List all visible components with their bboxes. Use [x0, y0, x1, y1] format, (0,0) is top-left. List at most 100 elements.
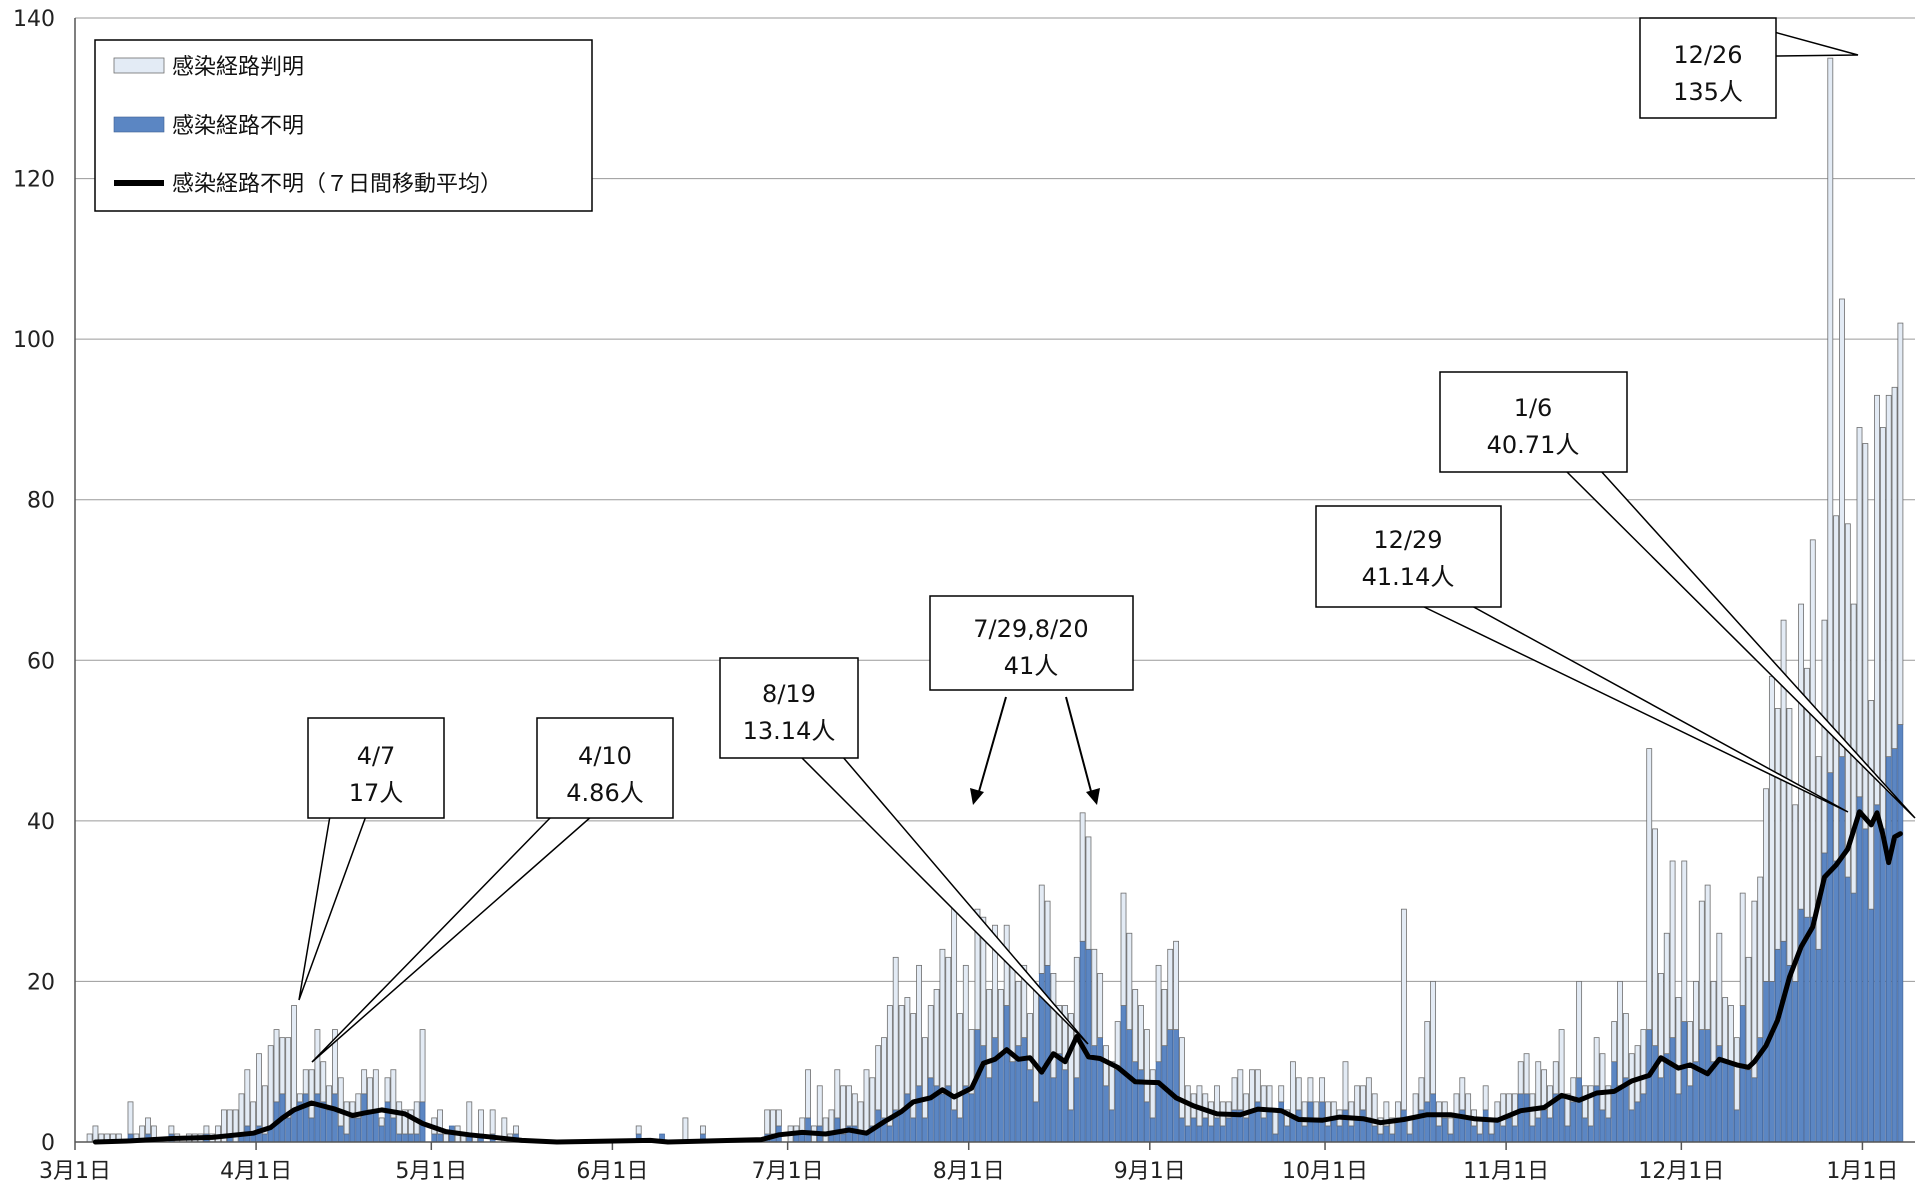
bar-known: [1132, 989, 1139, 1063]
bar-unknown: [1173, 1029, 1179, 1143]
bar-known: [390, 1069, 397, 1119]
bar-known: [291, 1005, 297, 1111]
callout-line2: 17人: [349, 779, 404, 807]
bar-known: [1289, 1061, 1296, 1119]
bar-known: [968, 1029, 975, 1095]
bar-unknown: [1325, 1125, 1331, 1143]
bar-known: [343, 1101, 350, 1135]
bar-known: [1073, 956, 1080, 1079]
bar-unknown: [1243, 1117, 1249, 1143]
bar-known: [881, 1037, 887, 1119]
legend-label-moving-average: 感染経路不明（７日間移動平均）: [172, 172, 502, 197]
bar-known: [1728, 1005, 1734, 1063]
bar-unknown: [1447, 1133, 1454, 1143]
bar-unknown: [326, 1109, 332, 1143]
bar-unknown: [1681, 1021, 1688, 1143]
bar-unknown: [1669, 1037, 1676, 1143]
bar-known: [1377, 1117, 1384, 1135]
bar-known: [1173, 940, 1179, 1030]
bar-known: [1879, 427, 1886, 830]
bar-unknown: [1009, 1061, 1016, 1143]
bar-known: [1342, 1061, 1349, 1111]
bar-known: [857, 1101, 864, 1135]
bar-unknown: [378, 1125, 385, 1143]
bar-known: [1640, 1029, 1647, 1095]
bar-known: [992, 924, 998, 1039]
bar-unknown: [1827, 772, 1834, 1143]
bar-unknown: [1085, 949, 1092, 1143]
bar-unknown: [857, 1133, 864, 1143]
bar-unknown: [1599, 1109, 1606, 1143]
bar-unknown: [1693, 1061, 1699, 1143]
callout-box: [536, 717, 674, 819]
bar-unknown: [1517, 1093, 1524, 1143]
bar-unknown: [1167, 1029, 1174, 1143]
bar-known: [372, 1069, 379, 1111]
bar-unknown: [1628, 1109, 1635, 1143]
bar-unknown: [1033, 1101, 1039, 1143]
bar-unknown: [1868, 908, 1875, 1143]
bar-unknown: [1687, 1085, 1693, 1143]
bar-known: [513, 1125, 519, 1135]
bar-unknown: [384, 1101, 391, 1143]
bar-known: [1120, 892, 1127, 1006]
bar-known: [1535, 1061, 1542, 1119]
bar-known: [320, 1061, 327, 1103]
bar-known: [1383, 1101, 1390, 1127]
bar-unknown: [308, 1117, 315, 1143]
bar-known: [1225, 1101, 1232, 1119]
bar-unknown: [355, 1117, 362, 1143]
bar-unknown: [1698, 1029, 1705, 1143]
bar-known: [1050, 973, 1057, 1079]
bar-unknown: [1389, 1133, 1396, 1143]
bar-unknown: [1179, 1117, 1185, 1143]
bar-unknown: [1769, 981, 1775, 1143]
bar-known: [1582, 1085, 1588, 1119]
bar-unknown: [1354, 1117, 1360, 1143]
bar-known: [1044, 900, 1051, 966]
x-tick-label: 12月1日: [1638, 1159, 1724, 1184]
bar-known: [1231, 1077, 1238, 1111]
bar-unknown: [1512, 1125, 1518, 1143]
bar-unknown: [291, 1109, 297, 1143]
bar-known: [957, 1013, 963, 1119]
bar-unknown: [1675, 1093, 1682, 1143]
bar-unknown: [437, 1133, 443, 1143]
bar-known: [145, 1117, 151, 1135]
bar-known: [1295, 1077, 1302, 1111]
bar-known: [1103, 1045, 1109, 1087]
bar-unknown: [1436, 1125, 1442, 1143]
bar-unknown: [1482, 1109, 1489, 1143]
bar-known: [443, 1133, 449, 1143]
bar-known: [384, 1077, 391, 1103]
bar-known: [1891, 386, 1898, 750]
bar-known: [1500, 1093, 1507, 1127]
bar-known: [997, 989, 1004, 1055]
bar-known: [1032, 989, 1039, 1103]
callout-box: [307, 717, 445, 819]
bar-unknown: [1073, 1077, 1080, 1143]
bar-unknown: [1272, 1133, 1279, 1143]
bar-known: [1862, 443, 1869, 830]
bar-unknown: [262, 1133, 268, 1143]
bar-unknown: [1897, 724, 1904, 1143]
bar-unknown: [1611, 1061, 1617, 1143]
bar-known: [822, 1117, 829, 1143]
callout-12-29: 12/29 41.14人: [1315, 505, 1849, 813]
bar-known: [1009, 964, 1016, 1063]
bar-known: [1693, 981, 1699, 1063]
bar-known: [635, 1125, 642, 1135]
bar-unknown: [1763, 981, 1769, 1143]
callout-line1: 8/19: [762, 680, 816, 708]
bar-known: [1354, 1085, 1361, 1119]
bar-known: [1868, 700, 1875, 910]
callout-line2: 40.71人: [1487, 431, 1580, 459]
bar-known: [1447, 1117, 1454, 1135]
bar-unknown: [1547, 1117, 1553, 1143]
bar-known: [1021, 964, 1028, 1039]
bar-unknown: [1804, 916, 1810, 1143]
bar-known: [1856, 427, 1863, 798]
bar-known: [1325, 1101, 1331, 1127]
bar-known: [980, 916, 987, 1047]
bar-known: [314, 1029, 321, 1095]
